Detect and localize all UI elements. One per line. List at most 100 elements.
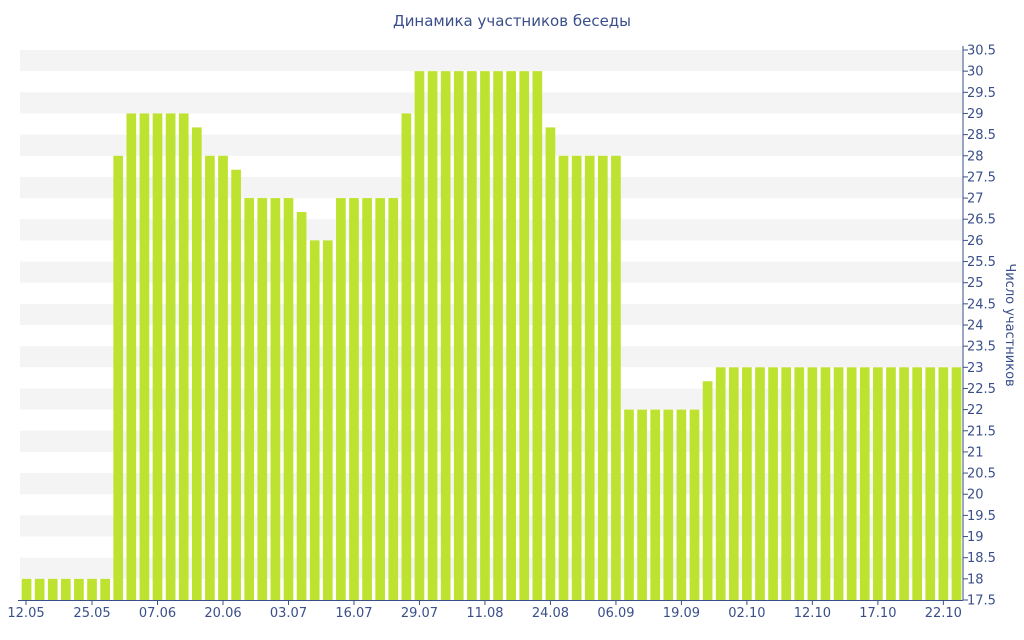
y-tick-label: 20.5	[967, 467, 996, 482]
bar	[820, 367, 831, 600]
y-tick-label: 17.5	[967, 594, 996, 609]
bar	[113, 155, 124, 600]
bar	[309, 240, 320, 600]
bar	[440, 71, 451, 600]
bar	[283, 198, 294, 600]
y-axis-title: Число участников	[1002, 263, 1017, 386]
x-tick-label: 03.07	[270, 606, 307, 621]
bar	[467, 71, 477, 600]
y-tick-label: 29.5	[967, 86, 996, 101]
bar	[951, 367, 962, 600]
bar	[191, 127, 202, 601]
y-tick-label: 29	[967, 107, 984, 122]
x-tick-label: 24.08	[532, 606, 569, 621]
x-tick-label: 06.09	[597, 606, 634, 621]
bar	[545, 127, 556, 601]
x-tick-label: 12.10	[794, 606, 831, 621]
grid-band	[20, 515, 963, 537]
bar	[296, 212, 307, 601]
x-tick-label: 02.10	[728, 606, 765, 621]
grid-band	[20, 176, 963, 199]
y-tick-label: 27	[967, 192, 984, 207]
bar	[401, 113, 412, 601]
bar	[205, 155, 215, 600]
grid-band	[20, 473, 963, 495]
bar	[34, 578, 45, 600]
y-tick-label: 24.5	[967, 297, 996, 312]
y-tick-label: 25	[967, 276, 984, 291]
x-tick-label: 22.10	[925, 606, 962, 621]
x-tick-label: 11.08	[466, 606, 503, 621]
x-tick-label: 20.06	[204, 606, 241, 621]
bar	[532, 71, 543, 600]
bar	[833, 367, 844, 600]
bar	[60, 578, 71, 600]
bar	[755, 367, 765, 600]
bar	[270, 198, 281, 600]
bar	[624, 409, 634, 600]
bar	[244, 198, 255, 600]
bar	[218, 155, 228, 600]
bars	[21, 71, 962, 601]
bar	[781, 367, 792, 600]
bar	[480, 71, 490, 600]
grid-band	[20, 346, 963, 368]
bar	[938, 367, 949, 600]
x-tick-label: 29.07	[401, 606, 438, 621]
y-ticks: 17.5 18 18.5 19 19.5 20 20.5 21 21.5 22 22.5 23 23.5…	[963, 44, 996, 609]
bar	[375, 198, 386, 600]
grid-band	[20, 557, 963, 579]
bar	[21, 578, 32, 600]
y-tick-label: 18.5	[967, 551, 996, 566]
bar	[349, 198, 359, 600]
bar	[611, 155, 621, 600]
y-tick-label: 21	[967, 445, 984, 460]
y-tick-label: 20	[967, 488, 984, 503]
y-tick-label: 24	[967, 319, 984, 334]
bar	[637, 409, 647, 600]
bar	[493, 71, 503, 600]
bar	[152, 113, 163, 601]
x-tick-label: 25.05	[73, 606, 110, 621]
bar	[231, 169, 241, 601]
y-tick-label: 27.5	[967, 170, 996, 185]
bar	[807, 367, 818, 600]
bar	[139, 113, 150, 601]
x-tick-label: 12.05	[7, 606, 44, 621]
grid-bands	[20, 50, 963, 579]
bar	[912, 367, 922, 600]
y-tick-label: 30.5	[967, 44, 996, 59]
y-tick-label: 28.5	[967, 128, 996, 143]
bar	[925, 367, 936, 600]
grid-band	[20, 50, 963, 72]
bar	[257, 198, 268, 600]
bar	[846, 367, 857, 600]
y-tick-label: 19	[967, 530, 984, 545]
bar	[715, 367, 726, 600]
bar	[336, 198, 346, 600]
y-tick-label: 23.5	[967, 340, 996, 355]
bar	[676, 409, 687, 600]
bar	[414, 71, 425, 600]
x-tick-label: 17.10	[859, 606, 896, 621]
bar	[558, 155, 569, 600]
grid-band	[20, 134, 963, 156]
bar	[519, 71, 530, 600]
bar	[506, 71, 516, 600]
y-tick-label: 22.5	[967, 382, 996, 397]
x-tick-label: 19.09	[663, 606, 700, 621]
y-tick-label: 26.5	[967, 213, 996, 228]
y-tick-label: 19.5	[967, 509, 996, 524]
y-tick-label: 28	[967, 149, 984, 164]
bar	[597, 155, 608, 600]
bar	[584, 155, 595, 600]
bar	[453, 71, 464, 600]
y-tick-label: 22	[967, 403, 984, 418]
y-tick-label: 21.5	[967, 424, 996, 439]
bar	[571, 155, 582, 600]
grid-band	[20, 219, 963, 241]
bar	[388, 198, 399, 600]
grid-band	[20, 303, 963, 325]
y-tick-label: 25.5	[967, 255, 996, 270]
